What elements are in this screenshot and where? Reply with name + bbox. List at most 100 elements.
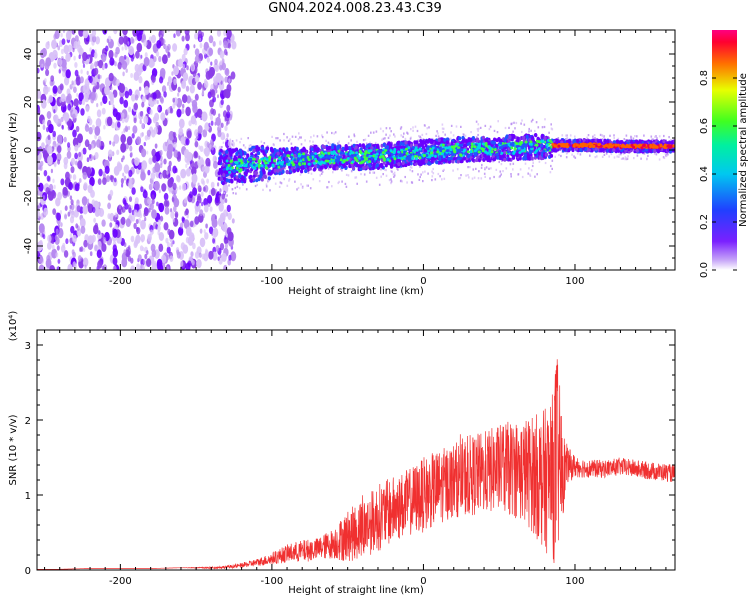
heatmap-cell: [244, 146, 247, 149]
heatmap-cell: [523, 153, 528, 158]
heatmap-cell: [566, 137, 569, 140]
heatmap-cell: [96, 139, 101, 148]
heatmap-cell: [68, 182, 74, 191]
heatmap-cell: [57, 58, 63, 66]
heatmap-cell: [113, 30, 118, 35]
heatmap-cell: [522, 156, 526, 161]
heatmap-cell: [38, 240, 43, 249]
heatmap-cell: [65, 95, 71, 104]
heatmap-cell: [282, 147, 286, 152]
heatmap-cell: [365, 144, 369, 149]
heatmap-cell: [81, 98, 86, 106]
heatmap-cell: [112, 257, 118, 266]
heatmap-cell: [101, 265, 105, 270]
heatmap-cell: [214, 215, 217, 220]
heatmap-cell: [47, 134, 51, 141]
heatmap-cell: [130, 265, 136, 270]
heatmap-cell: [601, 134, 603, 137]
heatmap-cell: [148, 36, 152, 42]
heatmap-cell: [240, 137, 243, 140]
heatmap-cell: [392, 173, 395, 176]
heatmap-cell: [419, 139, 423, 143]
heatmap-cell: [445, 137, 450, 142]
heatmap-cell: [163, 222, 169, 231]
heatmap-cell: [668, 136, 670, 139]
heatmap-cell: [57, 45, 60, 51]
heatmap-cell: [493, 137, 497, 142]
heatmap-cell: [331, 145, 335, 150]
heatmap-cell: [321, 136, 324, 139]
heatmap-cell: [170, 211, 175, 219]
heatmap-cell: [191, 259, 195, 266]
heatmap-cell: [112, 104, 115, 109]
heatmap-cell: [654, 135, 656, 138]
heatmap-cell: [136, 136, 142, 145]
heatmap-cell: [149, 109, 153, 115]
heatmap-cell: [475, 136, 478, 139]
heatmap-cell: [78, 92, 84, 102]
heatmap-cell: [412, 129, 414, 132]
heatmap-cell: [60, 244, 66, 253]
heatmap-cell: [618, 153, 621, 156]
heatmap-cell: [488, 128, 491, 131]
heatmap-cell: [181, 35, 185, 42]
heatmap-cell: [203, 198, 209, 207]
heatmap-cell: [194, 55, 200, 64]
heatmap-cell: [565, 156, 568, 159]
heatmap-cell: [534, 175, 536, 178]
heatmap-cell: [369, 171, 371, 174]
heatmap-cell: [327, 186, 329, 189]
heatmap-cell: [616, 155, 618, 158]
heatmap-cell: [78, 151, 82, 158]
heatmap-cell: [456, 159, 460, 164]
heatmap-cell: [327, 141, 330, 144]
heatmap-cell: [189, 220, 194, 228]
heatmap-cell: [204, 232, 209, 240]
heatmap-cell: [345, 173, 348, 176]
heatmap-cell: [157, 219, 162, 226]
heatmap-cell: [262, 151, 266, 156]
heatmap-cell: [221, 193, 226, 200]
heatmap-cell: [252, 148, 256, 153]
heatmap-cell: [199, 209, 204, 217]
heatmap-cell: [178, 127, 184, 136]
heatmap-cell: [172, 141, 177, 149]
heatmap-cell: [287, 139, 290, 142]
heatmap-cell: [41, 63, 44, 68]
heatmap-cell: [424, 170, 426, 173]
heatmap-cell: [529, 173, 531, 176]
heatmap-cell: [317, 145, 319, 148]
heatmap-cell: [75, 125, 80, 133]
heatmap-cell: [664, 152, 667, 155]
heatmap-cell: [143, 39, 148, 47]
heatmap-cell: [248, 175, 252, 180]
heatmap-cell: [224, 125, 228, 132]
heatmap-cell: [92, 35, 97, 43]
heatmap-cell: [164, 206, 170, 215]
heatmap-cell: [238, 187, 241, 190]
heatmap-cell: [478, 170, 480, 173]
heatmap-cell: [425, 132, 428, 136]
heatmap-cell: [156, 100, 159, 105]
heatmap-cell: [171, 197, 175, 202]
heatmap-cell: [59, 83, 64, 91]
heatmap-cell: [422, 160, 426, 165]
heatmap-cell: [437, 172, 440, 176]
heatmap-cell: [167, 143, 174, 154]
heatmap-cell: [113, 166, 120, 176]
heatmap-cell: [307, 171, 310, 174]
heatmap-cell: [217, 94, 219, 99]
heatmap-cell: [93, 224, 99, 235]
heatmap-cell: [603, 138, 607, 143]
heatmap-cell: [37, 108, 41, 115]
heatmap-cell: [484, 167, 486, 170]
heatmap-cell: [212, 96, 216, 103]
heatmap-cell: [471, 136, 475, 140]
heatmap-cell: [528, 127, 530, 131]
heatmap-cell: [300, 143, 303, 146]
heatmap-cell: [210, 61, 213, 66]
heatmap-cell: [360, 173, 362, 176]
heatmap-cell: [219, 177, 223, 182]
heatmap-cell: [405, 143, 409, 148]
heatmap-cell: [206, 57, 210, 63]
